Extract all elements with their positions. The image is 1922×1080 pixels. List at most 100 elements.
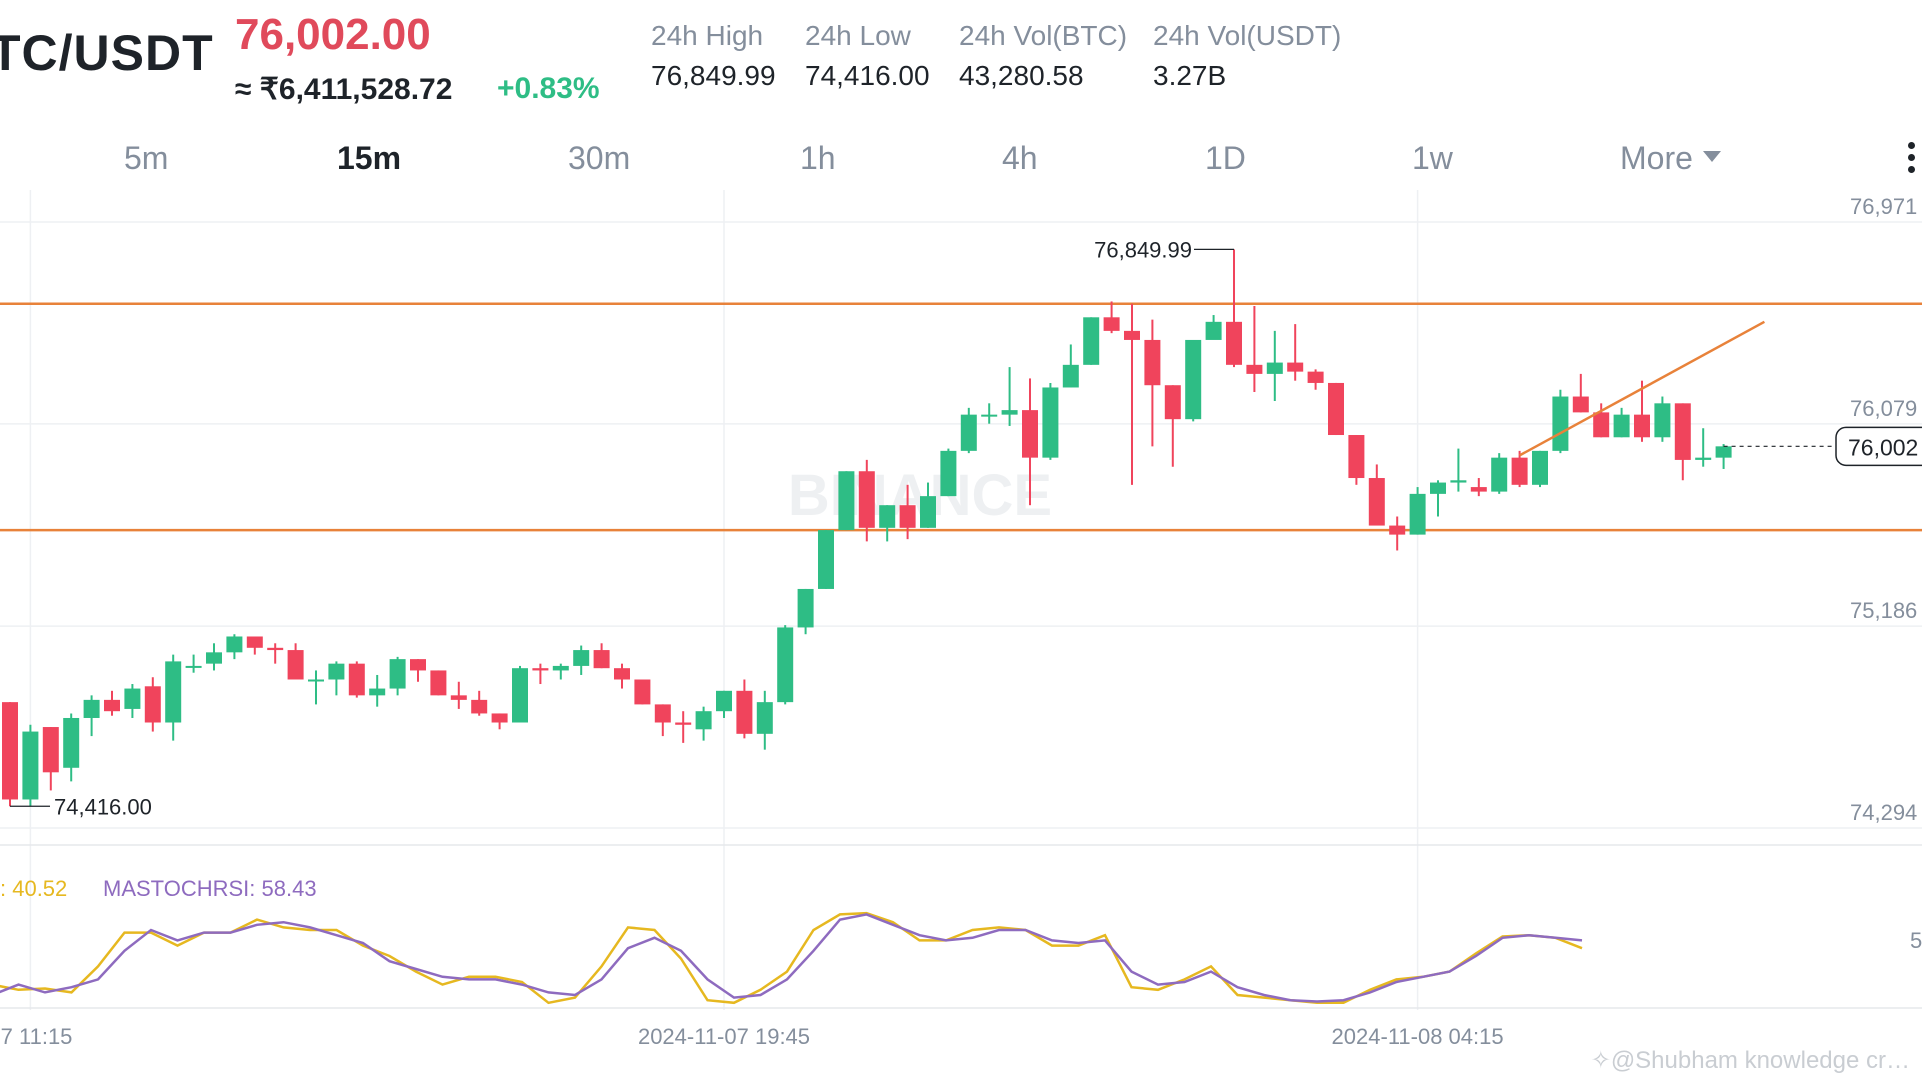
- y-axis-label: 74,294: [1850, 800, 1917, 825]
- candle-body: [920, 496, 936, 528]
- candle-body: [1491, 457, 1508, 492]
- candle-body: [736, 690, 753, 734]
- candle-body: [144, 686, 161, 723]
- tab-1d[interactable]: 1D: [1205, 140, 1246, 176]
- candle-body: [308, 679, 324, 682]
- candle-body: [879, 505, 896, 528]
- candle-body: [614, 668, 630, 680]
- candle-body: [63, 717, 80, 768]
- candle-body: [124, 688, 141, 709]
- candle-body: [410, 659, 426, 671]
- stat-24h-low-label: 24h Low: [805, 20, 911, 51]
- candle-body: [552, 665, 569, 671]
- candle-body: [1348, 435, 1365, 479]
- candle-body: [532, 668, 549, 671]
- candle-body: [1654, 403, 1671, 438]
- candle-body: [206, 652, 222, 664]
- more-dropdown[interactable]: More: [1620, 140, 1721, 177]
- candles: [2, 249, 1732, 807]
- candle-body: [1103, 317, 1120, 331]
- stat-24h-vol-usdt-value: 3.27B: [1153, 60, 1227, 91]
- candle-body: [654, 704, 671, 723]
- candle-body: [348, 663, 365, 696]
- pair-symbol[interactable]: TC/USDT: [0, 25, 214, 81]
- candle-body: [1328, 382, 1344, 436]
- stat-24h-vol-btc-value: 43,280.58: [959, 60, 1084, 91]
- candle-body: [1715, 446, 1732, 458]
- candle-body: [1001, 410, 1018, 415]
- tab-15m[interactable]: 15m: [337, 140, 402, 176]
- candle-body: [716, 690, 732, 712]
- candle-body: [1532, 450, 1548, 485]
- candle-body: [165, 661, 182, 723]
- tab-1h[interactable]: 1h: [800, 140, 836, 176]
- candle-body: [1613, 414, 1630, 438]
- converted-price: ≈ ₹6,411,528.72: [235, 73, 453, 106]
- candle-body: [246, 636, 263, 648]
- level-lines: [0, 302, 1922, 532]
- candle-body: [1674, 403, 1691, 460]
- candle-body: [226, 636, 243, 653]
- candle-body: [1124, 330, 1140, 340]
- candle-body: [1572, 396, 1589, 413]
- last-price: 76,002.00: [235, 10, 431, 59]
- candle-body: [185, 665, 202, 668]
- candle-body: [1062, 364, 1079, 388]
- tab-30m[interactable]: 30m: [568, 140, 631, 176]
- x-axis: 07 11:15 2024-11-07 19:45 2024-11-08 04:15: [0, 1024, 1504, 1049]
- candle-body: [22, 731, 39, 800]
- candle-body: [491, 713, 508, 723]
- candle-body: [1164, 385, 1181, 420]
- annotations: 76,849.99 74,416.00 76,002: [10, 237, 1922, 819]
- candle-body: [573, 650, 590, 666]
- candle-body: [1389, 525, 1406, 535]
- candle-body: [1634, 414, 1650, 438]
- candle-body: [369, 688, 386, 696]
- y-axis: 76,971 76,079 75,186 74,294: [1850, 194, 1917, 825]
- low-marker-label: 74,416.00: [54, 794, 152, 819]
- current-price-tag: [1835, 426, 1922, 467]
- candle-body: [1083, 317, 1100, 365]
- tab-4h[interactable]: 4h: [1002, 140, 1038, 176]
- candle-body: [389, 659, 406, 689]
- kebab-menu-icon[interactable]: [1908, 142, 1918, 178]
- candle-body: [981, 414, 998, 417]
- candle-body: [899, 505, 916, 528]
- candle-body: [1695, 457, 1712, 460]
- stat-24h-high-label: 24h High: [651, 20, 764, 51]
- y-axis-label: 75,186: [1850, 598, 1917, 623]
- x-axis-label: 2024-11-08 04:15: [1332, 1024, 1504, 1049]
- stoch-d-label: MASTOCHRSI: 58.43: [103, 876, 317, 901]
- candle-body: [818, 530, 834, 589]
- candle-body: [675, 722, 692, 725]
- change-percent: +0.83%: [497, 72, 600, 105]
- candle-body: [1307, 371, 1324, 383]
- credit-watermark: ✧@Shubham knowledge cr…: [1591, 1047, 1910, 1074]
- candle-body: [756, 702, 773, 734]
- candle-body: [512, 668, 528, 723]
- candle-body: [450, 695, 467, 700]
- candle-body: [1226, 321, 1242, 365]
- more-label: More: [1620, 140, 1693, 176]
- x-axis-label: 07 11:15: [0, 1024, 72, 1049]
- stat-24h-vol-btc-label: 24h Vol(BTC): [959, 20, 1128, 51]
- candle-body: [1266, 362, 1283, 374]
- y-axis-label: 76,079: [1850, 396, 1917, 421]
- candle-body: [1450, 480, 1467, 483]
- candle-body: [42, 727, 59, 773]
- caret-down-icon: [1702, 151, 1721, 163]
- y-axis-label: 76,971: [1850, 194, 1917, 219]
- candle-body: [287, 650, 304, 680]
- candle-body: [1022, 410, 1038, 458]
- tab-1w[interactable]: 1w: [1412, 140, 1453, 176]
- candle-body: [104, 699, 120, 712]
- candle-body: [1409, 493, 1426, 535]
- candle-body: [471, 699, 488, 714]
- candle-body: [1470, 487, 1487, 492]
- candle-body: [1368, 478, 1385, 526]
- current-price-label: 76,002: [1848, 434, 1918, 460]
- x-axis-label: 2024-11-07 19:45: [638, 1024, 810, 1049]
- candle-body: [593, 650, 610, 669]
- tab-5m[interactable]: 5m: [124, 140, 169, 176]
